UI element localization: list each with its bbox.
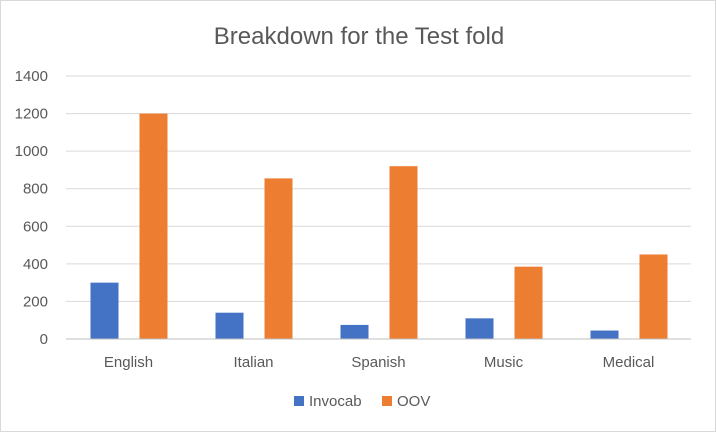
y-tick-label: 800: [23, 181, 48, 198]
y-tick-label: 1000: [15, 143, 48, 160]
gridlines: [66, 75, 691, 302]
y-tick-label: 1400: [15, 68, 48, 85]
bar-oov-music: [514, 266, 543, 339]
x-category-label: Music: [484, 354, 524, 371]
x-category-label: Medical: [603, 354, 655, 371]
y-tick-label: 400: [23, 256, 48, 273]
chart-title: Breakdown for the Test fold: [214, 23, 504, 50]
legend-label-invocab: Invocab: [309, 393, 362, 410]
x-axis: English Italian Spanish Music Medical: [66, 338, 691, 371]
bar-invocab-spanish: [340, 324, 369, 339]
bar-invocab-italian: [215, 312, 244, 339]
bar-invocab-english: [90, 282, 119, 339]
legend: Invocab OOV: [294, 393, 430, 410]
bars: [90, 113, 668, 339]
bar-invocab-medical: [590, 330, 619, 339]
x-category-label: English: [104, 354, 153, 371]
x-category-label: Spanish: [351, 354, 405, 371]
bar-invocab-music: [465, 318, 494, 339]
y-tick-label: 1200: [15, 106, 48, 123]
y-tick-label: 0: [40, 331, 48, 348]
y-tick-label: 600: [23, 218, 48, 235]
x-category-label: Italian: [233, 354, 273, 371]
y-tick-label: 200: [23, 293, 48, 310]
bar-oov-english: [139, 113, 168, 339]
bar-oov-italian: [264, 178, 293, 339]
y-axis-tick-labels: 0 200 400 600 800 1000 1200 1400: [15, 68, 48, 348]
legend-swatch-oov: [382, 396, 392, 406]
legend-label-oov: OOV: [397, 393, 430, 410]
bar-oov-medical: [639, 254, 668, 339]
legend-swatch-invocab: [294, 396, 304, 406]
bar-oov-spanish: [389, 166, 418, 339]
